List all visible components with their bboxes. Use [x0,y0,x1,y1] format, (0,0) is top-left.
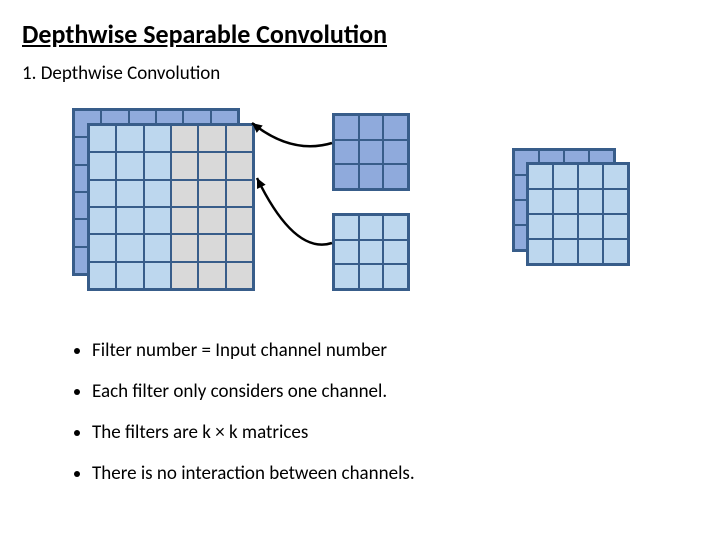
arrow-icon [232,103,352,163]
diagram-area [22,103,698,333]
bullet-item: The filters are k × k matrices [92,421,698,444]
bullet-item: Each filter only considers one channel. [92,380,698,403]
section-subtitle: 1. Depthwise Convolution [22,62,698,85]
arrow-icon [237,158,352,263]
bullet-item: There is no interaction between channels… [92,462,698,485]
bullet-item: Filter number = Input channel number [92,339,698,362]
page-title: Depthwise Separable Convolution [22,18,698,50]
output-grid-front [526,162,630,266]
bullet-list: Filter number = Input channel number Eac… [22,339,698,485]
